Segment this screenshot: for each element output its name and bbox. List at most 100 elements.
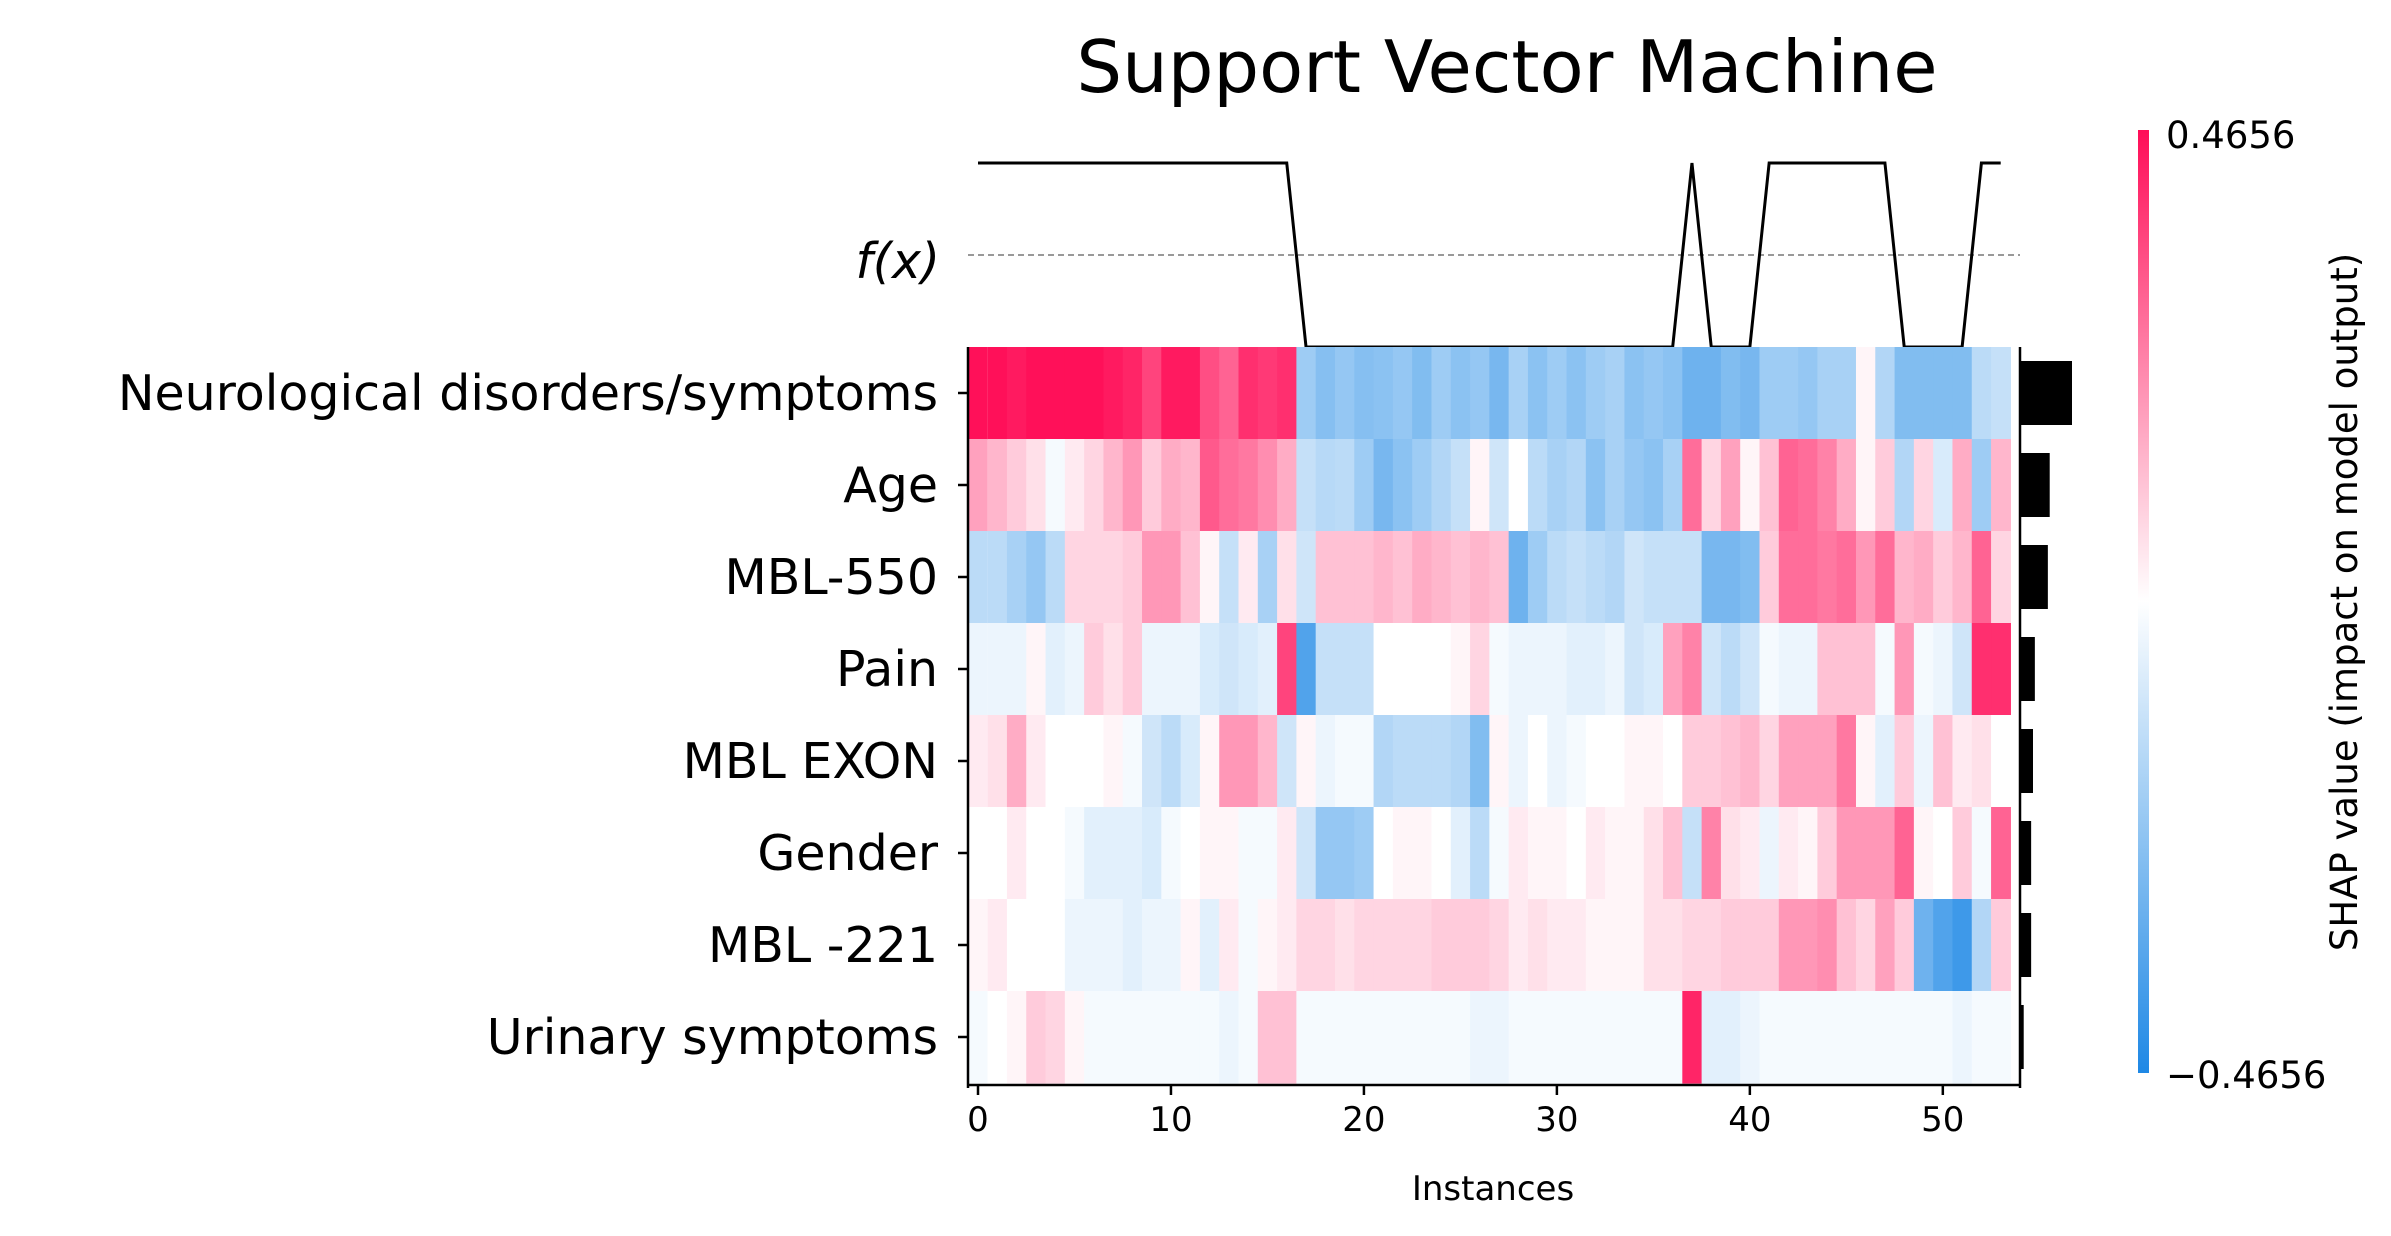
heatmap-cell xyxy=(1199,347,1220,440)
heatmap-cell xyxy=(1855,991,1876,1084)
heatmap-cell xyxy=(1855,715,1876,808)
heatmap-cell xyxy=(1084,623,1105,716)
heatmap-cell xyxy=(1450,439,1471,532)
heatmap-cell xyxy=(1585,347,1606,440)
heatmap-cell xyxy=(1277,899,1297,992)
heatmap-cell xyxy=(1585,531,1606,624)
heatmap-cell xyxy=(1103,439,1124,532)
heatmap-cell xyxy=(1412,439,1433,532)
heatmap-cell xyxy=(1720,991,1741,1084)
heatmap-cell xyxy=(987,807,1008,900)
heatmap-cell xyxy=(1875,715,1896,808)
heatmap-cell xyxy=(1470,347,1490,440)
heatmap-cell xyxy=(1161,991,1182,1084)
heatmap-cell xyxy=(1006,439,1027,532)
heatmap-cell xyxy=(1257,807,1278,900)
heatmap-cell xyxy=(1450,899,1471,992)
heatmap-cell xyxy=(1373,807,1394,900)
heatmap-cell xyxy=(1663,439,1683,532)
heatmap-cell xyxy=(1624,439,1645,532)
heatmap-cell xyxy=(1585,439,1606,532)
heatmap-cell xyxy=(1913,899,1934,992)
heatmap-cell xyxy=(1257,715,1278,808)
heatmap-cell xyxy=(1527,991,1548,1084)
heatmap-cell xyxy=(1277,531,1297,624)
heatmap-cell xyxy=(1547,439,1568,532)
heatmap-cell xyxy=(1489,807,1510,900)
heatmap-cell xyxy=(1296,715,1317,808)
heatmap-cell xyxy=(1701,991,1722,1084)
heatmap-cell xyxy=(1778,991,1799,1084)
heatmap-cell xyxy=(1161,623,1182,716)
heatmap-cell xyxy=(1875,991,1896,1084)
heatmap-cell xyxy=(1952,439,1973,532)
heatmap-cell xyxy=(1817,623,1838,716)
heatmap-cell xyxy=(1373,899,1394,992)
heatmap-cell xyxy=(1701,531,1722,624)
heatmap-cell xyxy=(1315,347,1336,440)
heatmap-cell xyxy=(1913,715,1934,808)
heatmap-cell xyxy=(1991,715,2011,808)
heatmap-cell xyxy=(1643,807,1664,900)
feature-label: Gender xyxy=(757,825,938,882)
heatmap-cell xyxy=(1277,347,1297,440)
heatmap-cell xyxy=(1373,439,1394,532)
heatmap-cell xyxy=(1991,623,2011,716)
heatmap-cell xyxy=(1084,807,1105,900)
heatmap-cell xyxy=(1431,715,1452,808)
heatmap-cell xyxy=(1759,439,1780,532)
heatmap-cell xyxy=(1740,623,1761,716)
feature-labels: Neurological disorders/symptoms Age MBL-55… xyxy=(118,347,970,1088)
heatmap-cell xyxy=(1450,347,1471,440)
x-tick-label: 30 xyxy=(1535,1100,1578,1140)
heatmap-cell xyxy=(1045,439,1066,532)
heatmap-cell xyxy=(1045,347,1066,440)
heatmap-cell xyxy=(1798,439,1818,532)
heatmap-cell xyxy=(1720,807,1741,900)
heatmap-cell xyxy=(1064,347,1085,440)
heatmap-cell xyxy=(1489,991,1510,1084)
heatmap-cell xyxy=(1470,439,1490,532)
heatmap-cell xyxy=(1219,439,1240,532)
heatmap-cell xyxy=(1450,623,1471,716)
heatmap-cell xyxy=(1354,991,1375,1084)
heatmap-cell xyxy=(1026,991,1047,1084)
heatmap-cell xyxy=(1412,991,1433,1084)
heatmap-cell xyxy=(1971,899,1992,992)
heatmap-cell xyxy=(1566,715,1587,808)
heatmap-cell xyxy=(1798,623,1818,716)
heatmap-cell xyxy=(1971,715,1992,808)
heatmap-cell xyxy=(1527,899,1548,992)
heatmap-cell xyxy=(1064,531,1085,624)
heatmap-cell xyxy=(987,531,1008,624)
feature-label: MBL-550 xyxy=(724,549,938,606)
heatmap-cell xyxy=(1142,991,1162,1084)
heatmap-cell xyxy=(1836,715,1857,808)
heatmap-cell xyxy=(1991,347,2011,440)
heatmap-cell xyxy=(1103,991,1124,1084)
heatmap-cell xyxy=(1354,347,1375,440)
heatmap-cell xyxy=(1798,899,1818,992)
heatmap-cell xyxy=(1412,531,1433,624)
heatmap-cell xyxy=(1334,531,1355,624)
heatmap-cell xyxy=(987,347,1008,440)
heatmap-cell xyxy=(1354,899,1375,992)
heatmap-cell xyxy=(1392,715,1413,808)
heatmap-cell xyxy=(1296,807,1317,900)
heatmap-cell xyxy=(1489,623,1510,716)
colorbar-gradient xyxy=(2138,130,2149,1073)
heatmap-cell xyxy=(1663,347,1683,440)
importance-bar xyxy=(2020,361,2072,425)
heatmap-cell xyxy=(1199,899,1220,992)
heatmap-cell xyxy=(1566,807,1587,900)
heatmap-cell xyxy=(1913,991,1934,1084)
heatmap-cell xyxy=(1933,623,1954,716)
heatmap-cell xyxy=(1759,531,1780,624)
heatmap-cell xyxy=(1257,531,1278,624)
heatmap-cell xyxy=(1064,899,1085,992)
heatmap-cell xyxy=(1605,347,1626,440)
heatmap-cell xyxy=(1817,715,1838,808)
heatmap-cell xyxy=(1180,991,1201,1084)
heatmap-cell xyxy=(1470,899,1490,992)
heatmap-cell xyxy=(1875,623,1896,716)
